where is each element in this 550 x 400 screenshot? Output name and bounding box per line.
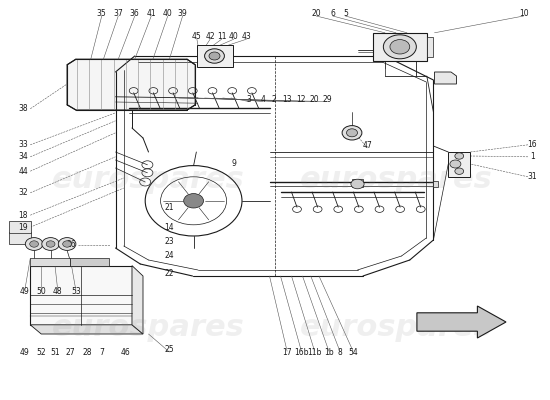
- Polygon shape: [417, 306, 506, 338]
- Ellipse shape: [63, 241, 72, 247]
- Text: 8: 8: [338, 348, 342, 357]
- Text: 37: 37: [113, 9, 123, 18]
- Polygon shape: [30, 325, 143, 334]
- Ellipse shape: [58, 238, 76, 250]
- Text: 1b: 1b: [324, 348, 334, 357]
- Text: 50: 50: [36, 287, 46, 296]
- Text: 10: 10: [519, 9, 529, 18]
- Bar: [427, 37, 433, 57]
- Text: 17: 17: [282, 348, 292, 357]
- Text: 18: 18: [18, 211, 28, 220]
- Text: eurospares: eurospares: [52, 314, 245, 342]
- Ellipse shape: [209, 52, 220, 60]
- Text: 26: 26: [67, 240, 76, 249]
- Text: 46: 46: [120, 348, 130, 357]
- Text: 54: 54: [348, 348, 358, 357]
- Bar: [9, 232, 31, 244]
- Text: 40: 40: [229, 32, 239, 41]
- Text: 47: 47: [362, 142, 372, 150]
- Text: 11b: 11b: [307, 348, 322, 357]
- Text: 49: 49: [20, 287, 30, 296]
- Text: 31: 31: [527, 172, 537, 181]
- Text: 51: 51: [50, 348, 60, 357]
- Bar: [352, 179, 363, 187]
- Polygon shape: [67, 59, 195, 110]
- Text: 2: 2: [272, 95, 276, 104]
- Text: 39: 39: [178, 9, 188, 18]
- Text: 4: 4: [261, 95, 265, 104]
- Text: 20: 20: [311, 9, 321, 18]
- Bar: [448, 152, 470, 177]
- Ellipse shape: [351, 179, 364, 189]
- Ellipse shape: [25, 238, 43, 250]
- Text: 40: 40: [163, 9, 173, 18]
- Text: 16: 16: [527, 140, 537, 149]
- Bar: [9, 221, 31, 233]
- Text: 12: 12: [296, 95, 306, 104]
- Polygon shape: [434, 72, 456, 84]
- Ellipse shape: [205, 49, 224, 63]
- Text: 3: 3: [247, 95, 251, 104]
- Ellipse shape: [455, 153, 464, 159]
- Text: 14: 14: [164, 223, 174, 232]
- Text: 33: 33: [18, 140, 28, 149]
- Text: 11: 11: [217, 32, 227, 41]
- Text: 21: 21: [164, 203, 174, 212]
- Bar: [70, 258, 109, 266]
- Bar: [373, 33, 427, 61]
- Text: 24: 24: [164, 251, 174, 260]
- Text: 9: 9: [232, 159, 236, 168]
- Text: 43: 43: [241, 32, 251, 41]
- Text: 22: 22: [164, 270, 174, 278]
- Text: 42: 42: [205, 32, 215, 41]
- Text: 53: 53: [71, 287, 81, 296]
- Text: 34: 34: [18, 152, 28, 161]
- Bar: [433, 181, 438, 187]
- Text: 52: 52: [36, 348, 46, 357]
- Text: 13: 13: [282, 95, 292, 104]
- Polygon shape: [132, 266, 143, 334]
- Text: 20: 20: [310, 95, 320, 104]
- Ellipse shape: [383, 35, 416, 59]
- Text: 41: 41: [146, 9, 156, 18]
- Ellipse shape: [346, 129, 358, 137]
- Bar: [197, 45, 233, 67]
- Text: 7: 7: [100, 348, 104, 357]
- Text: eurospares: eurospares: [300, 166, 492, 194]
- Text: 1: 1: [530, 152, 535, 161]
- Ellipse shape: [184, 194, 204, 208]
- Bar: [30, 266, 132, 325]
- Ellipse shape: [342, 126, 362, 140]
- Text: 44: 44: [18, 167, 28, 176]
- Text: 49: 49: [20, 348, 30, 357]
- Text: 45: 45: [192, 32, 202, 41]
- Ellipse shape: [455, 168, 464, 174]
- Text: eurospares: eurospares: [300, 314, 492, 342]
- Ellipse shape: [390, 40, 410, 54]
- Ellipse shape: [30, 241, 38, 247]
- Bar: [30, 258, 70, 266]
- Text: 38: 38: [18, 104, 28, 113]
- Text: 48: 48: [53, 287, 63, 296]
- Text: 32: 32: [18, 188, 28, 197]
- Text: eurospares: eurospares: [52, 166, 245, 194]
- Text: 27: 27: [65, 348, 75, 357]
- Text: 19: 19: [18, 223, 28, 232]
- Text: 29: 29: [322, 95, 332, 104]
- Ellipse shape: [42, 238, 59, 250]
- Text: 35: 35: [97, 9, 107, 18]
- Text: 16b: 16b: [294, 348, 309, 357]
- Ellipse shape: [46, 241, 55, 247]
- Text: 28: 28: [82, 348, 92, 357]
- Text: 5: 5: [343, 9, 348, 18]
- Ellipse shape: [450, 160, 461, 168]
- Text: 23: 23: [164, 238, 174, 246]
- Text: 6: 6: [331, 9, 335, 18]
- Text: 25: 25: [164, 346, 174, 354]
- Text: 36: 36: [130, 9, 140, 18]
